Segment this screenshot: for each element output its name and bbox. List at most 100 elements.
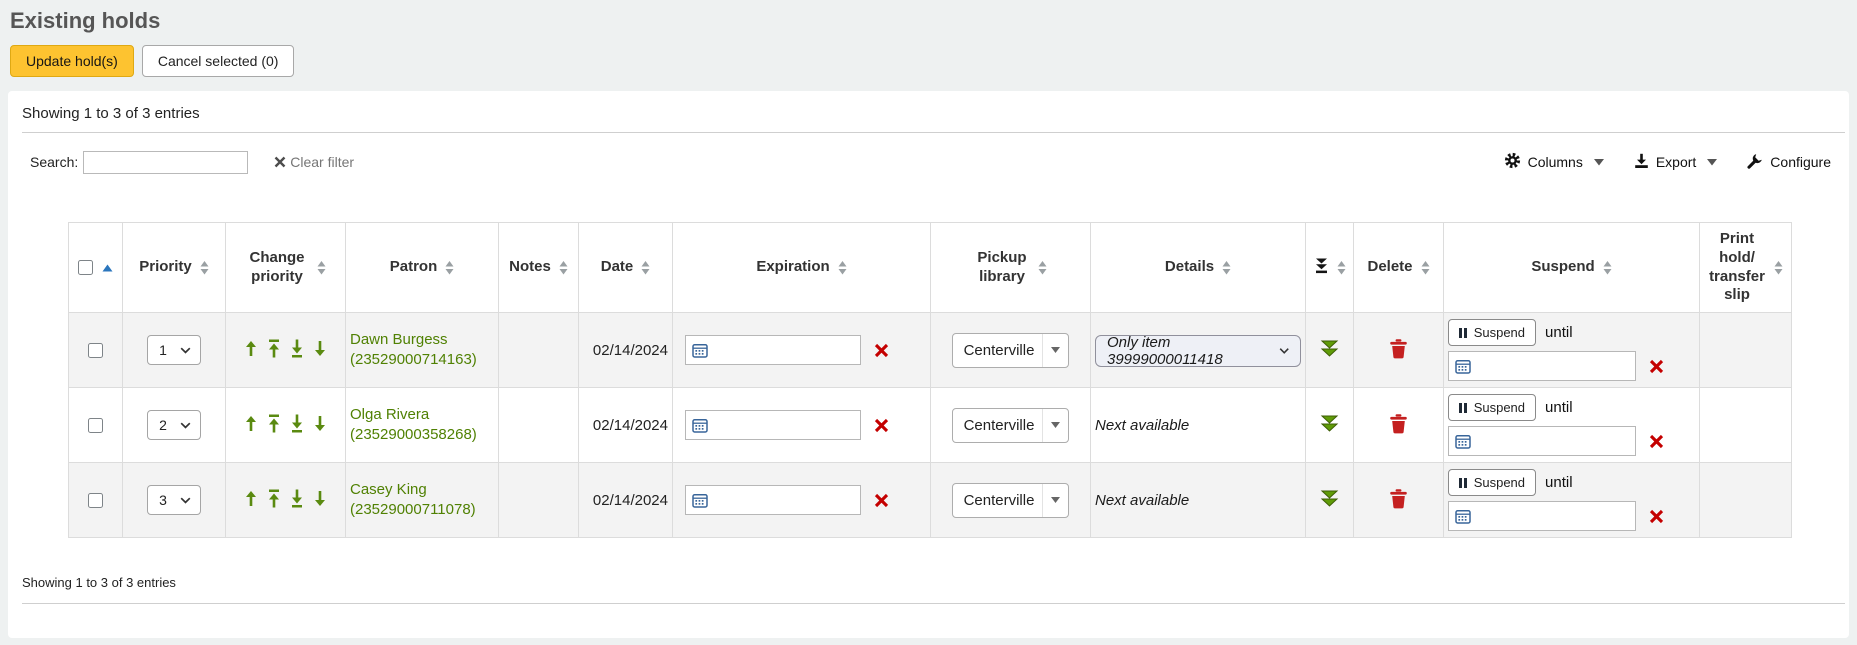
wrench-icon <box>1747 153 1763 172</box>
trash-icon[interactable] <box>1389 413 1408 438</box>
chevron-down-icon <box>1707 158 1718 166</box>
pickup-library-select[interactable]: Centerville <box>951 332 1070 368</box>
row-checkbox[interactable] <box>88 418 103 434</box>
column-header-details[interactable]: Details <box>1090 222 1306 314</box>
divider <box>22 603 1845 605</box>
hold-date: 02/14/2024 <box>578 312 673 389</box>
expiration-date-input[interactable] <box>685 335 861 366</box>
columns-label: Columns <box>1527 154 1583 171</box>
column-header-pickup-library[interactable]: Pickup library <box>930 222 1091 314</box>
clear-suspend-date-icon[interactable] <box>1649 434 1664 449</box>
notes-cell <box>498 462 579 539</box>
arrow-to-bottom-icon[interactable] <box>290 339 304 358</box>
page-title: Existing holds <box>10 8 161 33</box>
gear-icon <box>1504 152 1521 172</box>
select-all-checkbox[interactable] <box>78 260 93 276</box>
holds-table: Priority Change priority <box>68 222 1792 539</box>
patron-link[interactable]: Olga Rivera (23529000358268) <box>350 405 477 444</box>
divider <box>22 132 1845 134</box>
patron-link[interactable]: Dawn Burgess (23529000714163) <box>350 330 477 369</box>
trash-icon[interactable] <box>1389 488 1408 513</box>
columns-button[interactable]: Columns <box>1504 152 1604 172</box>
arrow-down-icon[interactable] <box>313 339 327 358</box>
column-header-notes[interactable]: Notes <box>498 222 579 314</box>
arrow-up-icon[interactable] <box>244 414 258 433</box>
chevron-down-icon <box>1593 158 1604 166</box>
details-text: Next available <box>1095 416 1190 434</box>
sort-icon <box>1421 260 1430 275</box>
column-header-select[interactable] <box>68 222 123 314</box>
clear-suspend-date-icon[interactable] <box>1649 359 1664 374</box>
column-header-print-slip[interactable]: Print hold/ transfer slip <box>1699 222 1792 314</box>
export-button[interactable]: Export <box>1634 153 1718 171</box>
suspend-until-date-input[interactable] <box>1448 351 1636 382</box>
print-slip-cell <box>1699 312 1792 389</box>
print-slip-cell <box>1699 387 1792 464</box>
priority-select[interactable]: 1 <box>147 335 201 366</box>
row-checkbox[interactable] <box>88 343 103 359</box>
suspend-button[interactable]: Suspend <box>1448 469 1537 497</box>
arrow-to-bottom-icon[interactable] <box>290 489 304 508</box>
pause-icon <box>1459 477 1467 488</box>
hold-date: 02/14/2024 <box>578 387 673 464</box>
toggle-lowest-priority-icon[interactable] <box>1320 415 1339 436</box>
arrow-up-icon[interactable] <box>244 489 258 508</box>
caret-down-icon <box>1042 333 1068 367</box>
clear-expiration-icon[interactable] <box>874 493 889 508</box>
clear-expiration-icon[interactable] <box>874 418 889 433</box>
item-details-select[interactable]: Only item 39999000011418 <box>1095 334 1301 368</box>
suspend-until-date-input[interactable] <box>1448 501 1636 532</box>
suspend-button[interactable]: Suspend <box>1448 394 1537 422</box>
pause-icon <box>1459 402 1467 413</box>
pickup-library-select[interactable]: Centerville <box>951 407 1070 443</box>
calendar-icon <box>1455 434 1471 449</box>
update-holds-button[interactable]: Update hold(s) <box>10 45 134 78</box>
pause-icon <box>1459 327 1467 338</box>
download-icon <box>1634 153 1649 171</box>
arrow-to-top-icon[interactable] <box>267 339 281 358</box>
suspend-button[interactable]: Suspend <box>1448 319 1537 347</box>
clear-expiration-icon[interactable] <box>874 343 889 358</box>
expiration-date-input[interactable] <box>685 410 861 441</box>
table-row: 1 Dawn Burgess (23529000714163) <box>68 312 1792 389</box>
priority-select[interactable]: 2 <box>147 410 201 441</box>
caret-down-icon <box>1042 408 1068 442</box>
sort-icon <box>559 260 568 275</box>
column-header-date[interactable]: Date <box>578 222 673 314</box>
arrow-to-bottom-icon[interactable] <box>290 414 304 433</box>
column-header-patron[interactable]: Patron <box>345 222 499 314</box>
column-header-change-priority[interactable]: Change priority <box>225 222 346 314</box>
arrow-to-top-icon[interactable] <box>267 489 281 508</box>
chevron-down-icon <box>180 497 191 504</box>
trash-icon[interactable] <box>1389 338 1408 363</box>
suspend-until-date-input[interactable] <box>1448 426 1636 457</box>
search-input[interactable] <box>83 150 249 174</box>
row-checkbox[interactable] <box>88 493 103 509</box>
toggle-lowest-priority-icon[interactable] <box>1320 490 1339 511</box>
cancel-selected-button[interactable]: Cancel selected (0) <box>141 45 295 78</box>
clear-filter-label: Clear filter <box>290 154 355 171</box>
sort-icon <box>838 260 847 275</box>
column-header-delete[interactable]: Delete <box>1353 222 1444 314</box>
arrow-down-icon[interactable] <box>313 414 327 433</box>
column-header-suspend[interactable]: Suspend <box>1443 222 1700 314</box>
header-row: Priority Change priority <box>68 222 1792 314</box>
toggle-lowest-priority-icon[interactable] <box>1320 340 1339 361</box>
sort-icon <box>1337 260 1346 275</box>
arrow-up-icon[interactable] <box>244 339 258 358</box>
priority-select[interactable]: 3 <box>147 485 201 516</box>
entries-summary-top: Showing 1 to 3 of 3 entries <box>22 105 200 123</box>
arrow-to-top-icon[interactable] <box>267 414 281 433</box>
column-header-lowest-priority[interactable] <box>1305 222 1354 314</box>
column-header-expiration[interactable]: Expiration <box>672 222 931 314</box>
clear-suspend-date-icon[interactable] <box>1649 509 1664 524</box>
clear-filter-button[interactable]: Clear filter <box>274 154 354 170</box>
arrow-down-icon[interactable] <box>313 489 327 508</box>
column-header-priority[interactable]: Priority <box>122 222 226 314</box>
configure-button[interactable]: Configure <box>1747 153 1831 172</box>
sort-icon <box>200 260 209 275</box>
calendar-icon <box>692 493 708 508</box>
expiration-date-input[interactable] <box>685 485 861 516</box>
patron-link[interactable]: Casey King (23529000711078) <box>350 480 476 519</box>
pickup-library-select[interactable]: Centerville <box>951 482 1070 518</box>
